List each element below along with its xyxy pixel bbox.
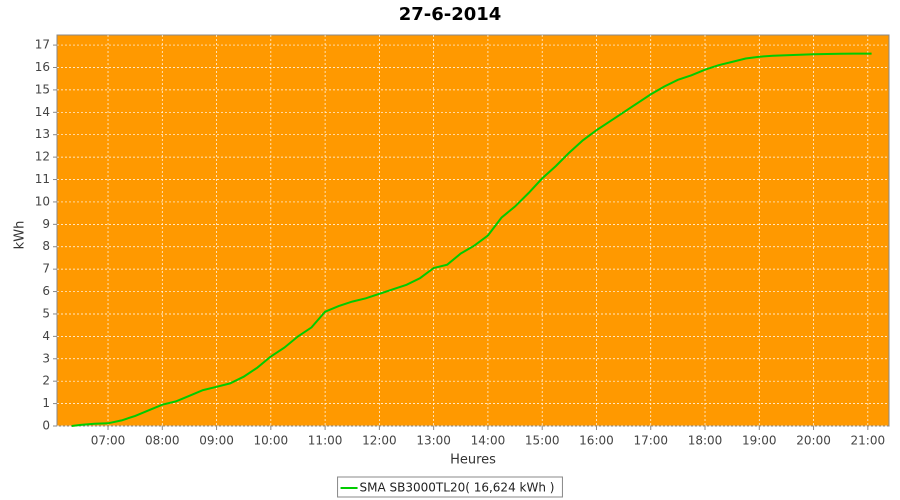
x-tick-label: 11:00 — [308, 434, 343, 448]
y-tick-label: 4 — [42, 329, 50, 343]
data-line — [71, 52, 872, 427]
y-tick-label: 14 — [35, 105, 50, 119]
x-tick-label: 16:00 — [579, 434, 614, 448]
y-tick-label: 17 — [35, 38, 50, 52]
chart-title: 27-6-2014 — [399, 4, 502, 25]
x-tick-label: 14:00 — [471, 434, 506, 448]
y-tick-label: 1 — [42, 396, 50, 410]
y-axis-label: kWh — [13, 221, 28, 250]
x-tick-label: 10:00 — [254, 434, 289, 448]
y-tick-label: 12 — [35, 150, 50, 164]
y-tick-label: 5 — [42, 306, 50, 320]
y-tick-label: 9 — [42, 217, 50, 231]
plot-area — [56, 34, 890, 427]
legend-box — [337, 476, 563, 498]
y-tick-label: 10 — [35, 194, 50, 208]
y-tick-label: 16 — [35, 60, 50, 74]
x-tick-label: 07:00 — [91, 434, 126, 448]
x-tick-label: 21:00 — [851, 434, 886, 448]
y-tick-label: 6 — [42, 284, 50, 298]
y-tick-label: 3 — [42, 351, 50, 365]
x-tick-label: 13:00 — [416, 434, 451, 448]
x-tick-label: 20:00 — [796, 434, 831, 448]
x-axis-label: Heures — [450, 453, 496, 468]
x-tick-label: 08:00 — [145, 434, 180, 448]
y-tick-label: 11 — [35, 172, 50, 186]
y-tick-label: 13 — [35, 127, 50, 141]
x-tick-label: 17:00 — [633, 434, 668, 448]
legend-label: SMA SB3000TL20( 16,624 kWh ) — [360, 481, 555, 495]
y-tick-label: 8 — [42, 239, 50, 253]
y-tick-label: 2 — [42, 374, 50, 388]
x-tick-label: 19:00 — [742, 434, 777, 448]
x-tick-label: 12:00 — [362, 434, 397, 448]
x-tick-label: 09:00 — [199, 434, 234, 448]
y-tick-label: 7 — [42, 262, 50, 276]
y-tick-label: 0 — [42, 419, 50, 433]
y-tick-label: 15 — [35, 82, 50, 96]
x-tick-label: 18:00 — [688, 434, 723, 448]
x-tick-label: 15:00 — [525, 434, 560, 448]
